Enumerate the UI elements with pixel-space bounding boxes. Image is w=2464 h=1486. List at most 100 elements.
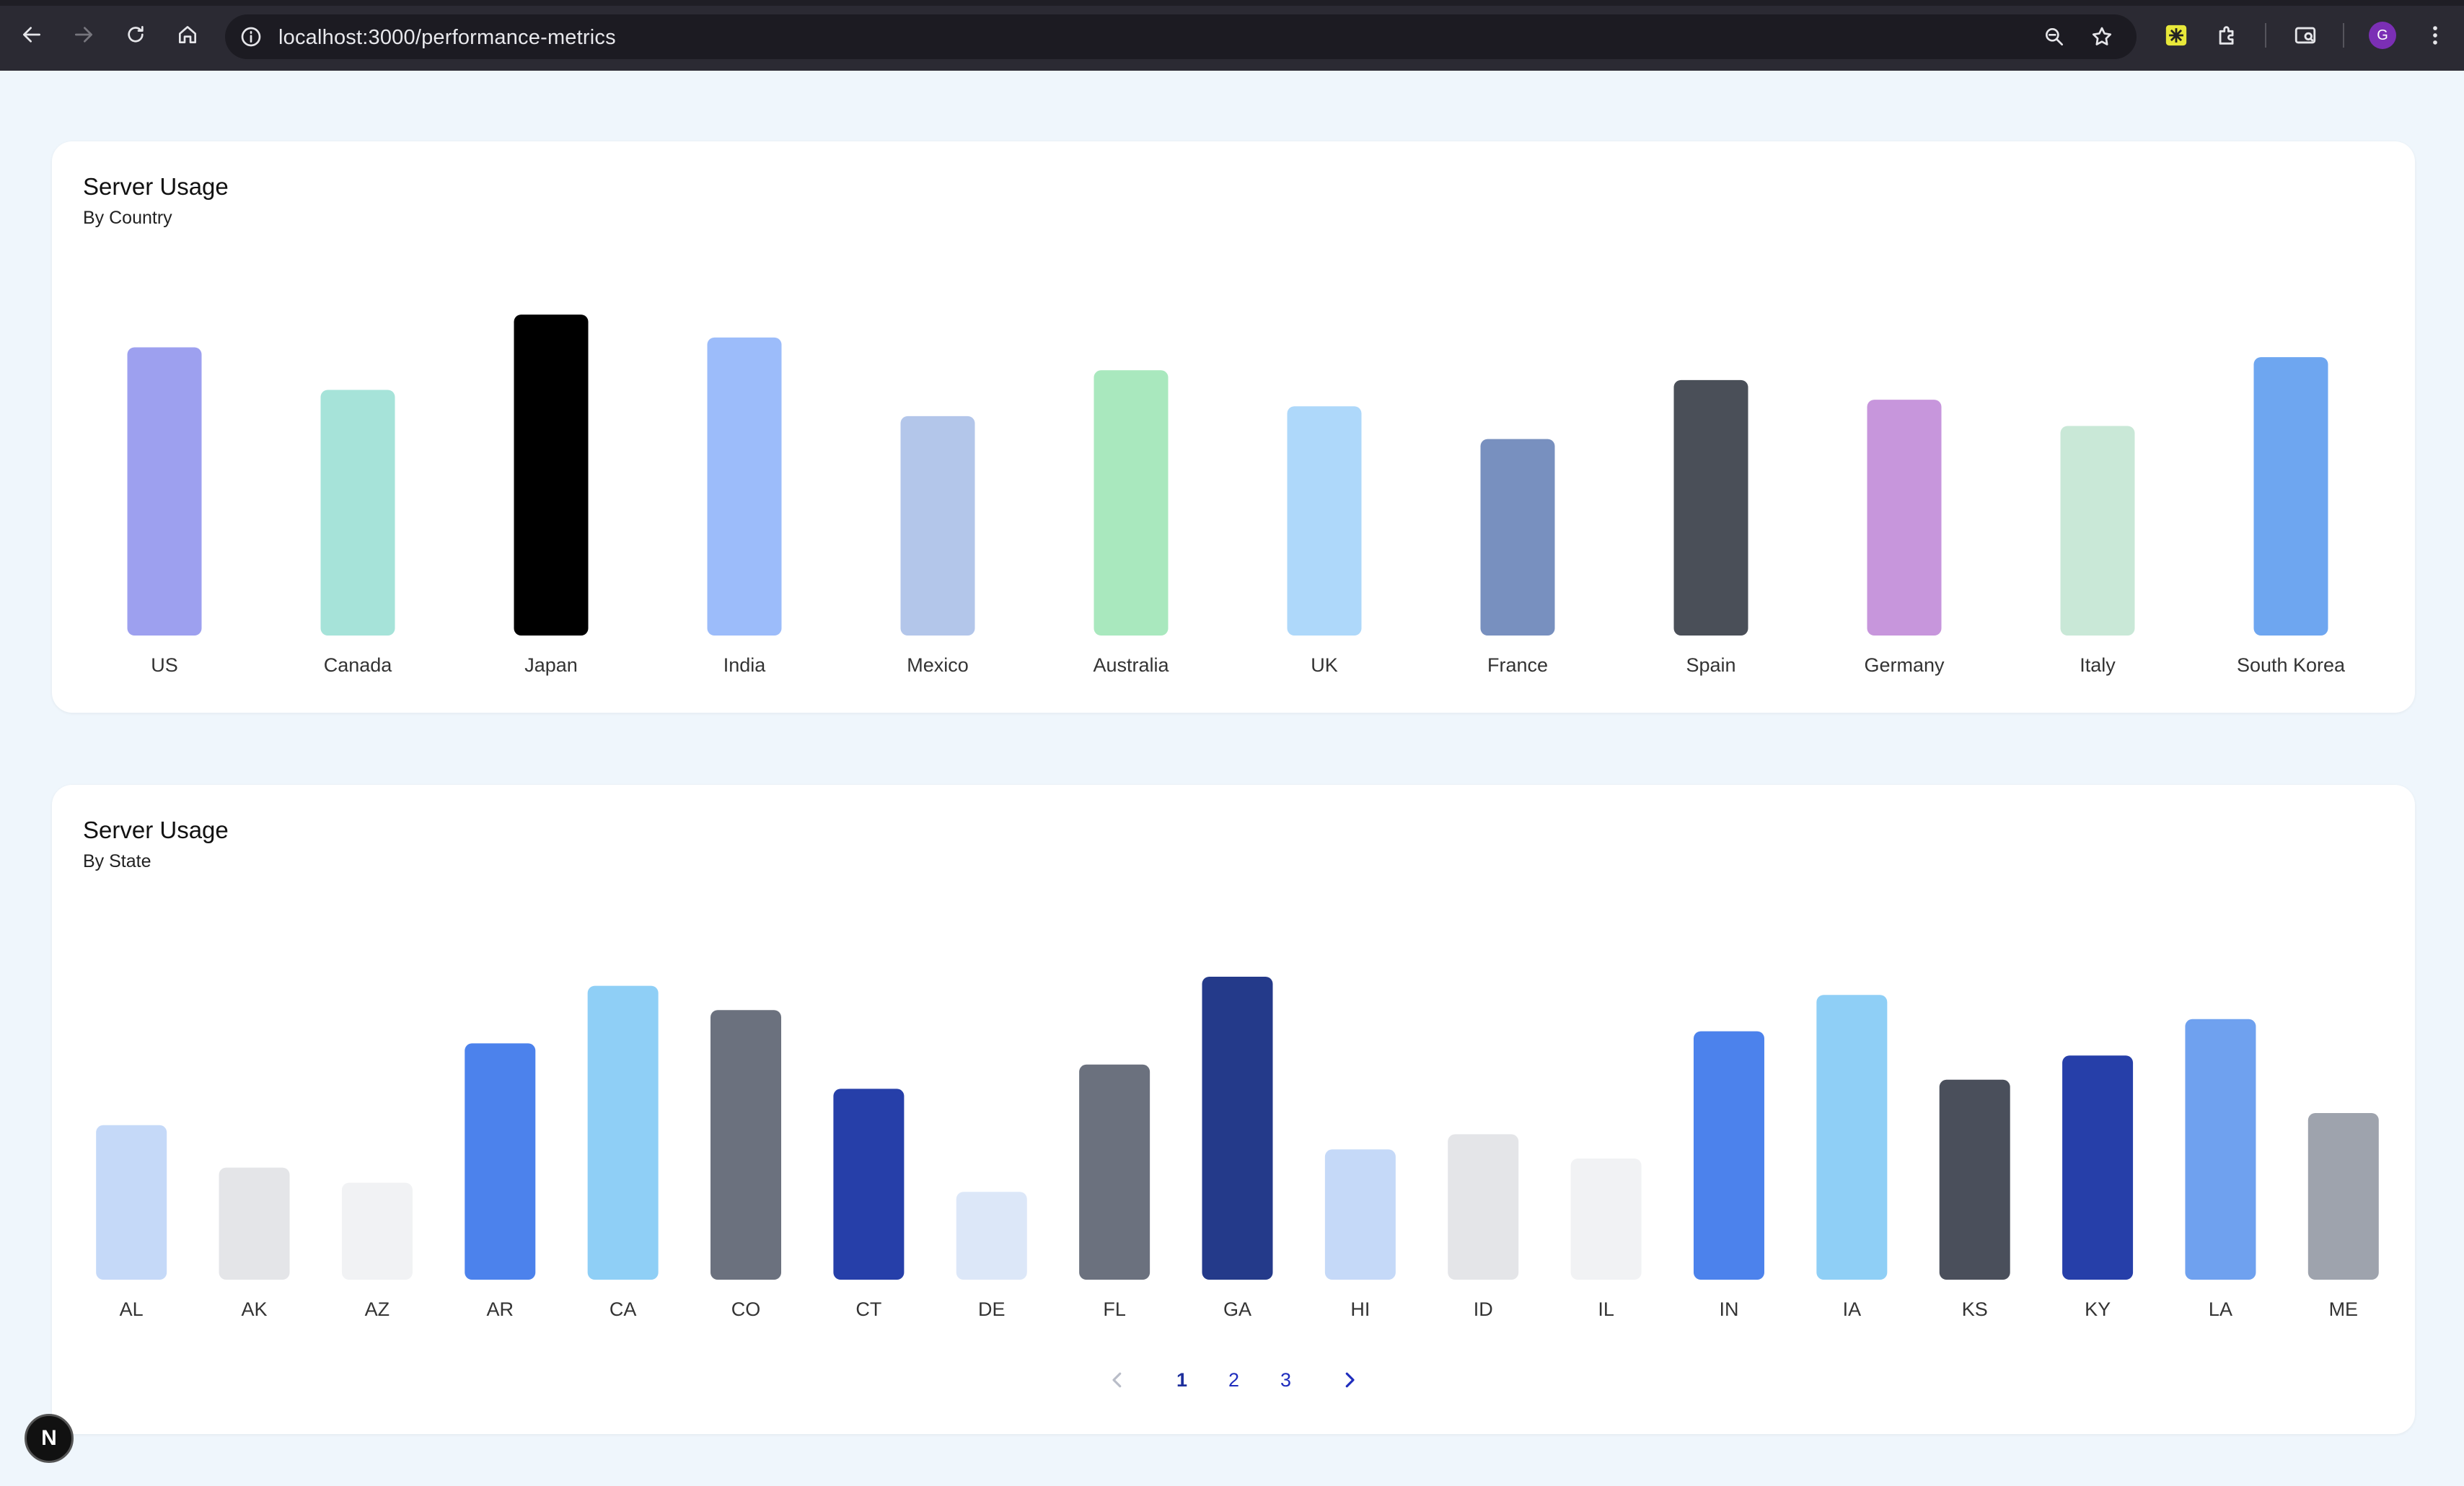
state-bar-chart: AL AK AZ AR CA CO CT DE FL GA HI ID IL IN IA KS KY LA ME [96,977,2379,1320]
x-tick-label: ME [2329,1298,2359,1320]
menu-icon [2433,26,2437,45]
card-title: Server Usage [83,817,229,843]
bar-us[interactable] [127,347,202,636]
bar-ct[interactable] [833,1089,905,1280]
back-button[interactable] [14,17,49,52]
page-3-button[interactable]: 3 [1280,1369,1292,1391]
bar-spain[interactable] [1673,379,1748,636]
reload-button[interactable] [118,17,153,52]
x-tick-label: India [723,654,767,676]
bar-id[interactable] [1448,1134,1519,1280]
home-icon [179,26,196,43]
x-tick-label: Germany [1864,654,1945,676]
x-tick-label: Italy [2080,654,2116,676]
x-tick-label: IA [1843,1298,1862,1320]
url-text[interactable]: localhost:3000/performance-metrics [278,26,616,49]
card-subtitle: By State [83,851,151,871]
bar-ga[interactable] [1202,977,1273,1280]
next-page-icon[interactable] [1339,1369,1360,1391]
bar-co[interactable] [710,1010,782,1280]
bar-me[interactable] [2307,1113,2379,1280]
x-tick-label: AZ [365,1298,390,1320]
bar-south-korea[interactable] [2253,357,2328,636]
puzzle-icon [2219,26,2234,45]
forward-button[interactable] [66,17,101,52]
x-tick-label: AK [242,1298,268,1320]
bar-india[interactable] [707,337,782,636]
x-tick-label: ID [1474,1298,1493,1320]
extension-icon [2165,25,2187,46]
bar-italy[interactable] [2060,426,2135,636]
toolbar-divider [2343,23,2344,48]
x-tick-label: CA [610,1298,637,1320]
back-icon [23,27,40,43]
page-1-button[interactable]: 1 [1176,1369,1188,1391]
browser-toolbar: localhost:3000/performance-metrics G [0,0,2464,71]
reload-icon [128,26,144,43]
tab-strip [0,0,2464,6]
bar-germany[interactable] [1867,400,1942,636]
toolbar-divider [2265,23,2266,48]
card-title: Server Usage [83,173,229,200]
info-icon[interactable] [239,25,263,48]
bar-australia[interactable] [1094,370,1169,636]
bar-az[interactable] [341,1182,413,1280]
bar-la[interactable] [2185,1019,2256,1280]
bar-hi[interactable] [1324,1149,1396,1280]
cast-icon [2294,27,2316,44]
address-bar[interactable]: localhost:3000/performance-metrics [225,14,2137,59]
profile-avatar[interactable]: G [2369,22,2396,49]
x-tick-label: CO [731,1298,761,1320]
zoom-icon[interactable] [2043,25,2066,48]
bar-canada[interactable] [320,390,395,636]
bar-mexico[interactable] [900,416,975,636]
extension-button[interactable] [2160,19,2192,51]
x-tick-label: AR [487,1298,514,1320]
x-tick-label: UK [1311,654,1338,676]
page-2-button[interactable]: 2 [1228,1369,1240,1391]
x-tick-label: LA [2209,1298,2232,1320]
bar-ky[interactable] [2062,1055,2134,1280]
bar-ak[interactable] [219,1167,290,1280]
bar-japan[interactable] [514,315,589,636]
x-tick-label: IL [1598,1298,1614,1320]
x-tick-label: France [1487,654,1548,676]
bar-de[interactable] [956,1192,1027,1280]
forward-icon [75,27,92,43]
x-tick-label: US [151,654,178,676]
state-chart-card: Server Usage By State AL AK AZ AR CA CO CT DE FL… [52,785,2415,1434]
bar-uk[interactable] [1287,406,1362,636]
bar-france[interactable] [1480,439,1555,636]
x-tick-label: Australia [1093,654,1169,676]
x-tick-label: Spain [1686,654,1735,676]
card-subtitle: By Country [83,208,172,228]
bar-ia[interactable] [1816,995,1888,1280]
x-tick-label: Japan [524,654,578,676]
nextjs-dev-badge[interactable]: N [25,1414,74,1463]
country-chart-card: Server Usage By Country US Canada Japan Ind… [52,141,2415,713]
star-icon[interactable] [2090,25,2113,48]
x-tick-label: CT [855,1298,881,1320]
bar-fl[interactable] [1079,1064,1150,1280]
x-tick-label: AL [120,1298,144,1320]
x-tick-label: FL [1103,1298,1126,1320]
x-tick-label: DE [978,1298,1006,1320]
bar-ca[interactable] [587,985,659,1280]
bar-ks[interactable] [1939,1079,2010,1280]
home-button[interactable] [170,17,205,52]
x-tick-label: KY [2085,1298,2111,1320]
x-tick-label: GA [1223,1298,1251,1320]
bar-al[interactable] [96,1125,167,1280]
x-tick-label: Mexico [907,654,969,676]
country-bar-chart: US Canada Japan India Mexico Australia UK Franc… [127,315,2346,676]
x-tick-label: Canada [324,654,393,676]
cast-button[interactable] [2289,19,2321,51]
menu-button[interactable] [2419,19,2451,51]
bar-ar[interactable] [465,1043,536,1280]
bar-in[interactable] [1693,1031,1764,1280]
x-tick-label: KS [1962,1298,1988,1320]
extensions-menu-button[interactable] [2212,19,2243,51]
bar-il[interactable] [1570,1159,1642,1280]
prev-page-icon[interactable] [1106,1369,1128,1391]
x-tick-label: South Korea [2237,654,2346,676]
